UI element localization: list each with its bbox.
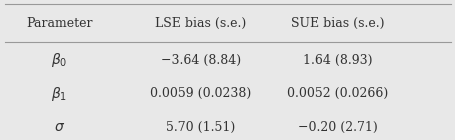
Text: 5.70 (1.51): 5.70 (1.51) bbox=[166, 121, 235, 134]
Text: −0.20 (2.71): −0.20 (2.71) bbox=[297, 121, 376, 134]
Text: $\beta_0$: $\beta_0$ bbox=[51, 51, 67, 69]
Text: SUE bias (s.e.): SUE bias (s.e.) bbox=[290, 17, 384, 30]
Text: 0.0059 (0.0238): 0.0059 (0.0238) bbox=[150, 87, 251, 100]
Text: $\sigma$: $\sigma$ bbox=[54, 120, 65, 134]
Text: −3.64 (8.84): −3.64 (8.84) bbox=[160, 54, 240, 67]
Text: 0.0052 (0.0266): 0.0052 (0.0266) bbox=[286, 87, 387, 100]
Text: 1.64 (8.93): 1.64 (8.93) bbox=[302, 54, 371, 67]
Text: LSE bias (s.e.): LSE bias (s.e.) bbox=[155, 17, 246, 30]
Text: Parameter: Parameter bbox=[26, 17, 92, 30]
Text: $\beta_1$: $\beta_1$ bbox=[51, 85, 67, 103]
